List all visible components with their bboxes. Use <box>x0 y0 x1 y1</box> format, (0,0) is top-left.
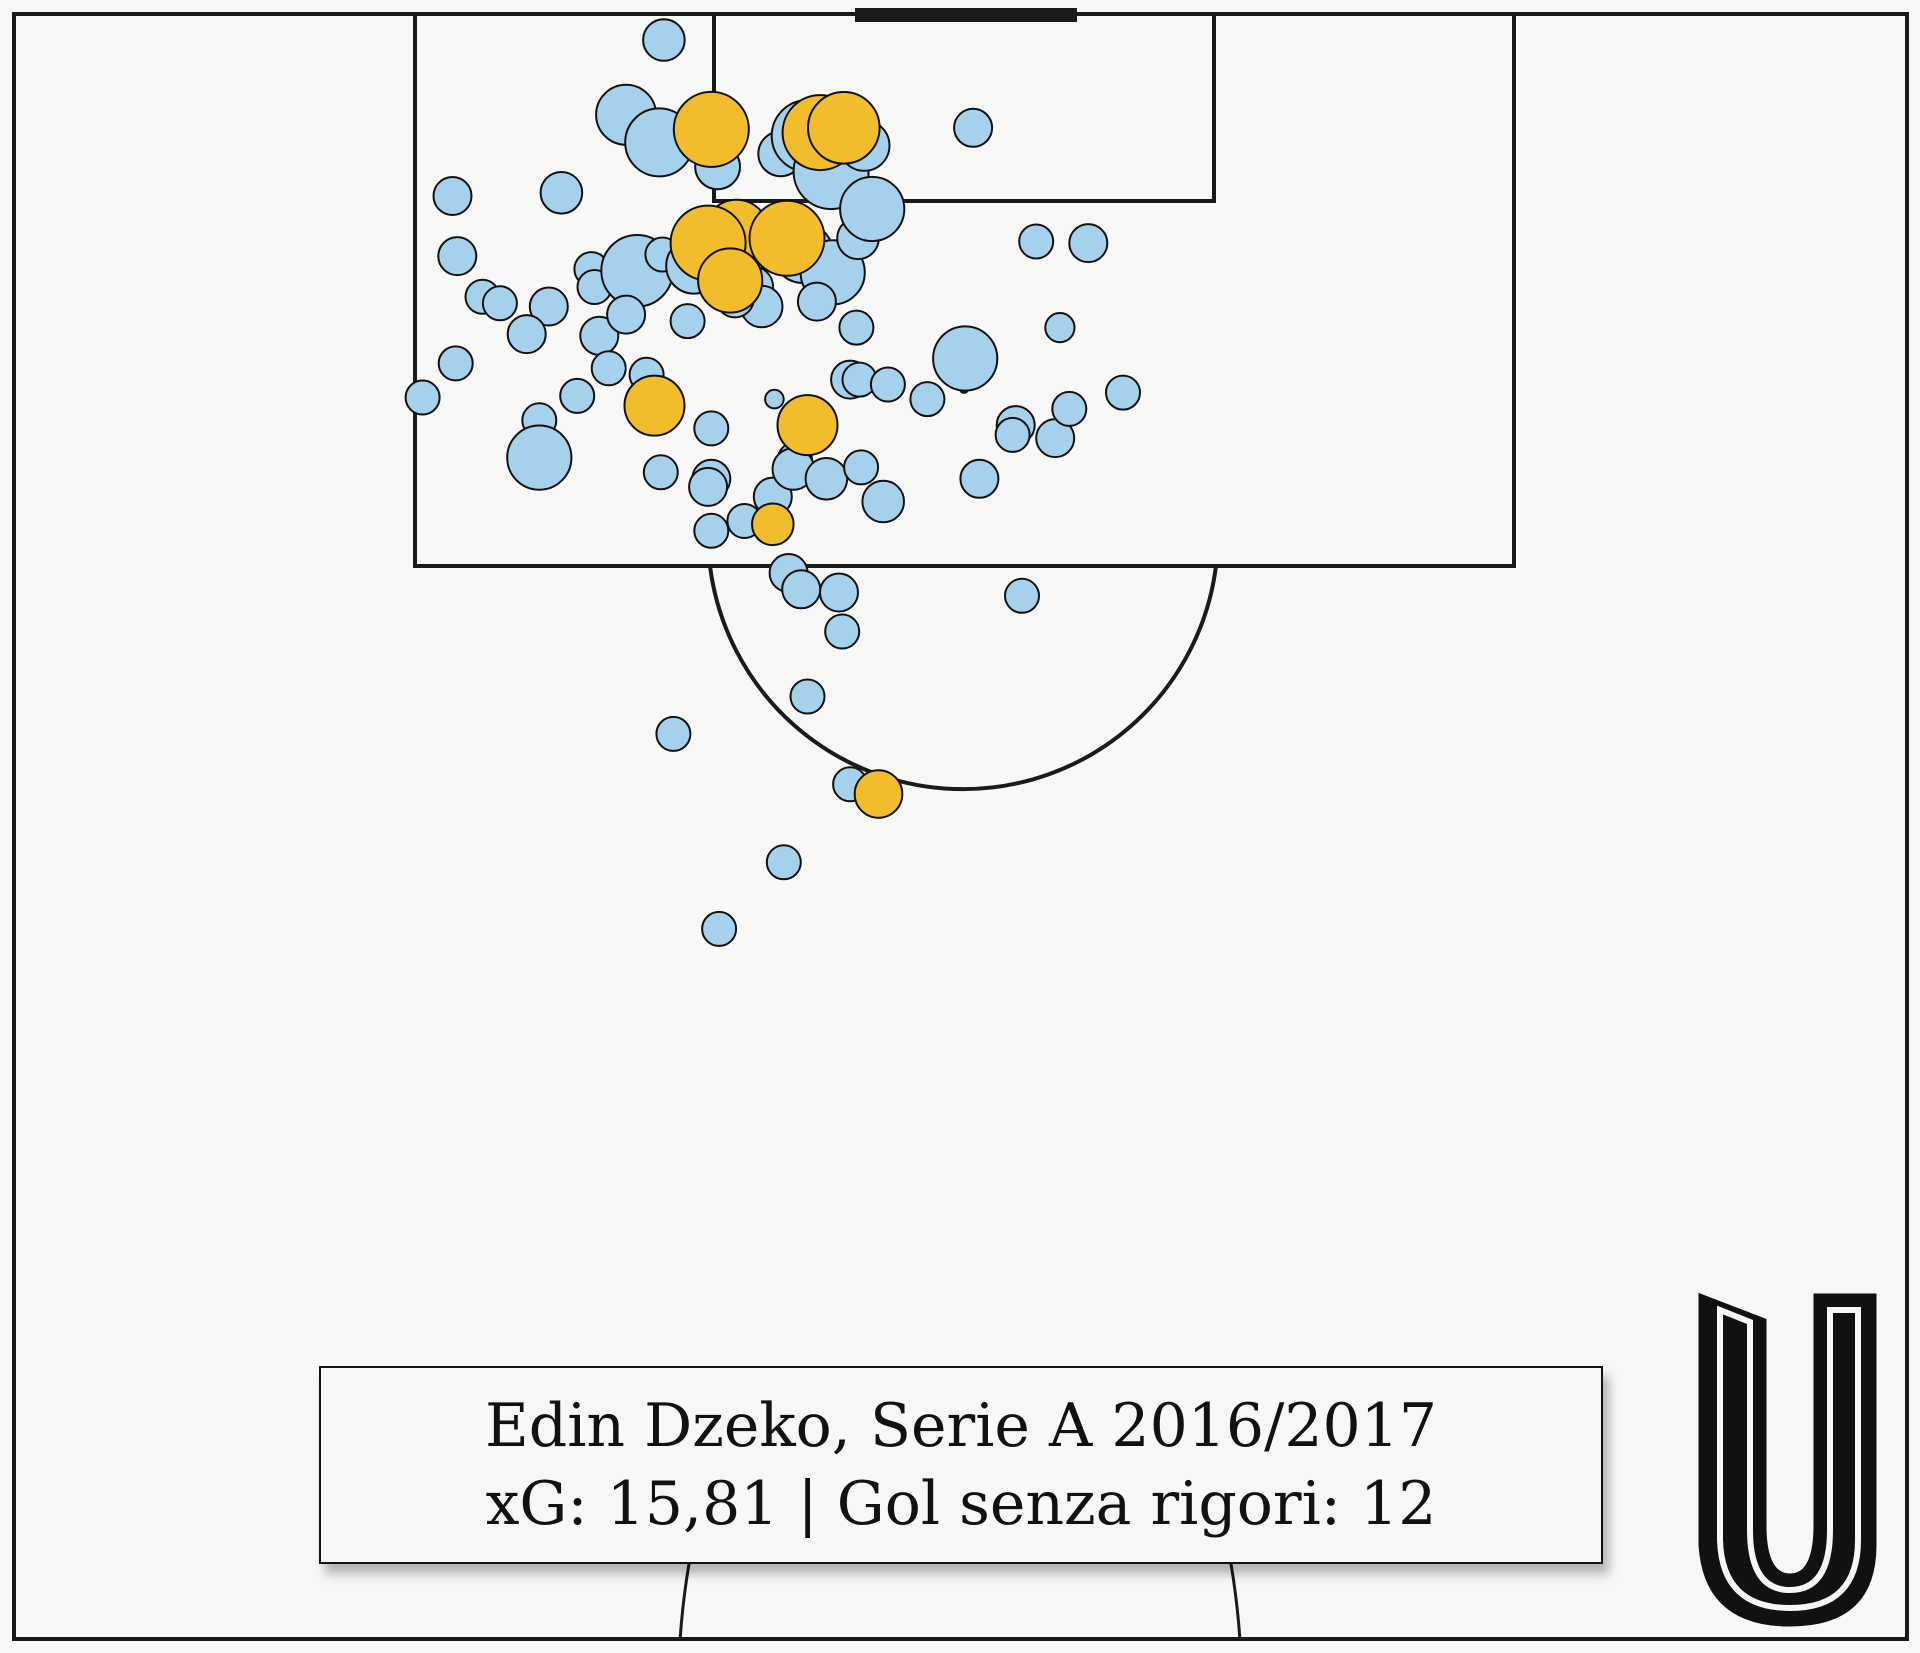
shot-marker <box>481 285 518 322</box>
shot-marker <box>789 678 826 715</box>
shot-marker <box>606 294 647 335</box>
shot-marker <box>432 176 473 216</box>
goal-marker <box>697 247 764 314</box>
shot-marker <box>909 381 946 418</box>
chart-title: Edin Dzeko, Serie A 2016/2017 <box>484 1391 1438 1461</box>
chart-subtitle: xG: 15,81 | Gol senza rigori: 12 <box>485 1469 1437 1539</box>
shot-marker <box>861 479 906 524</box>
shot-marker <box>796 281 837 322</box>
shot-marker <box>824 613 861 650</box>
shot-marker <box>1051 390 1088 427</box>
shot-marker <box>642 18 686 62</box>
shot-marker <box>701 910 738 947</box>
shot-marker <box>693 410 730 447</box>
shot-marker <box>669 303 706 340</box>
penalty-arc <box>708 565 1218 792</box>
goal-marker <box>623 374 686 437</box>
shot-marker <box>838 309 875 346</box>
shot-marker <box>869 366 906 403</box>
shot-marker <box>804 457 849 501</box>
goal-marker <box>672 90 750 168</box>
shot-marker <box>437 236 478 277</box>
shots-layer <box>404 18 1141 947</box>
shot-marker <box>1105 374 1141 411</box>
shot-marker <box>839 175 906 243</box>
goal-marker <box>807 91 881 165</box>
shot-marker <box>1018 223 1055 260</box>
shot-marker <box>506 424 573 491</box>
u-logo-inner <box>1717 1305 1861 1612</box>
shot-marker <box>764 388 785 410</box>
shot-marker <box>559 377 596 414</box>
shot-marker <box>437 345 474 382</box>
shot-marker <box>819 572 859 613</box>
shot-marker <box>539 171 584 215</box>
u-logo-icon <box>1698 1292 1877 1627</box>
shot-marker <box>765 844 802 881</box>
goal-marker <box>751 502 795 547</box>
shot-marker <box>506 314 547 355</box>
shot-marker <box>781 569 822 610</box>
shot-marker <box>1068 223 1109 264</box>
goal-marker <box>853 769 904 819</box>
shot-marker <box>953 107 994 148</box>
shot-marker <box>693 512 730 549</box>
shot-marker <box>994 416 1031 453</box>
shot-marker <box>932 325 999 392</box>
goal-marker <box>748 199 826 277</box>
shot-marker <box>404 379 441 416</box>
shot-marker <box>642 454 679 491</box>
goal-marker <box>776 394 839 457</box>
shot-marker <box>1004 577 1040 614</box>
shot-marker <box>655 715 692 752</box>
shot-marker <box>688 466 729 507</box>
shot-marker <box>528 286 569 327</box>
shot-marker <box>590 350 627 387</box>
pitch-lines <box>12 8 1909 1641</box>
title-box: Edin Dzeko, Serie A 2016/2017 xG: 15,81 … <box>319 1366 1603 1564</box>
shot-marker <box>1044 312 1076 344</box>
shot-marker <box>959 458 1000 499</box>
shot-marker <box>843 449 880 486</box>
